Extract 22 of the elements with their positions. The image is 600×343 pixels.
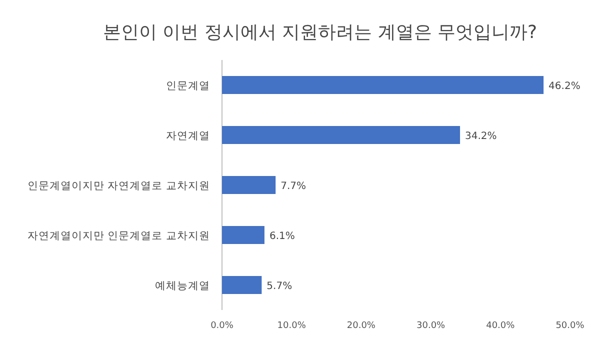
data-label: 34.2% xyxy=(465,131,497,142)
y-tick-label: 인문계열 xyxy=(166,80,210,92)
bar xyxy=(222,276,262,294)
data-label: 7.7% xyxy=(280,181,306,192)
x-tick-label: 10.0% xyxy=(277,321,306,331)
data-label: 6.1% xyxy=(269,231,295,242)
y-tick-label: 자연계열이지만 인문계열로 교차지원 xyxy=(27,230,210,242)
x-tick-label: 50.0% xyxy=(556,321,585,331)
x-tick-label: 40.0% xyxy=(486,321,516,331)
chart-title: 본인이 이번 정시에서 지원하려는 계열은 무엇입니까? xyxy=(102,22,538,43)
data-label: 5.7% xyxy=(266,281,292,292)
bar xyxy=(222,76,544,94)
bar xyxy=(222,226,264,244)
y-tick-label: 예체능계열 xyxy=(155,280,210,292)
x-tick-label: 30.0% xyxy=(416,321,446,331)
data-label: 46.2% xyxy=(548,81,580,92)
x-tick-label: 0.0% xyxy=(210,321,234,331)
x-tick-label: 20.0% xyxy=(346,321,376,331)
y-tick-label: 자연계열 xyxy=(166,130,210,142)
bar xyxy=(222,176,276,194)
bar xyxy=(222,126,460,144)
y-tick-label: 인문계열이지만 자연계열로 교차지원 xyxy=(27,180,210,192)
